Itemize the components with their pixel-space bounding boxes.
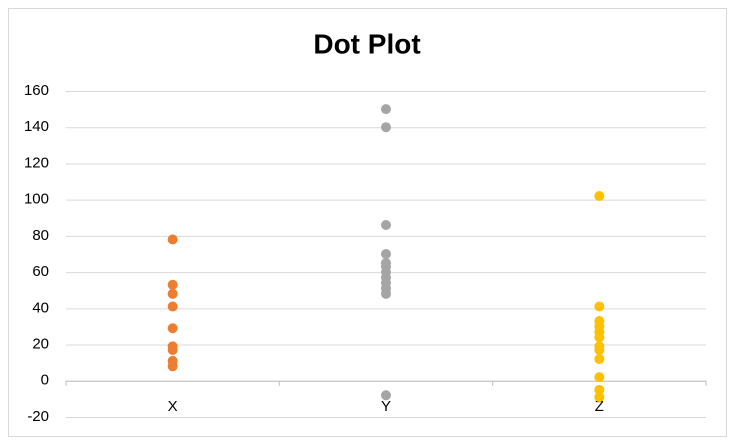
- dot: [167, 288, 178, 299]
- dot: [167, 323, 178, 334]
- y-tick-label: 0: [41, 372, 49, 389]
- dot: [381, 288, 391, 299]
- dot: [594, 191, 605, 202]
- dot: [594, 344, 605, 355]
- chart-border: [8, 8, 727, 437]
- y-tick-label: 20: [32, 336, 49, 353]
- y-tick-label: 120: [24, 154, 49, 171]
- dot: [594, 384, 605, 395]
- dot: [167, 361, 178, 372]
- dot: [594, 354, 605, 365]
- y-tick-label: 140: [24, 118, 49, 135]
- dot: [594, 392, 605, 403]
- x-tick-label: Z: [595, 398, 604, 415]
- dot: [381, 220, 391, 231]
- y-tick-label: 160: [24, 82, 49, 99]
- y-tick-label: 40: [32, 299, 49, 316]
- y-tick-label: 80: [32, 227, 49, 244]
- y-tick-label: 60: [32, 263, 49, 280]
- dot: [381, 104, 391, 115]
- dot: [167, 301, 178, 312]
- dot: [594, 372, 605, 383]
- y-tick-label: -20: [27, 408, 49, 425]
- dot: [381, 249, 391, 259]
- dot: [381, 122, 391, 133]
- dot: [167, 234, 178, 245]
- dot: [381, 390, 391, 401]
- dot: [167, 344, 178, 355]
- dot: [594, 332, 605, 343]
- x-tick-label: Y: [381, 398, 391, 415]
- y-tick-label: 100: [24, 191, 49, 208]
- dot: [594, 301, 605, 312]
- x-tick-label: X: [168, 398, 178, 415]
- chart-title: Dot Plot: [313, 28, 420, 59]
- dot: [167, 279, 178, 290]
